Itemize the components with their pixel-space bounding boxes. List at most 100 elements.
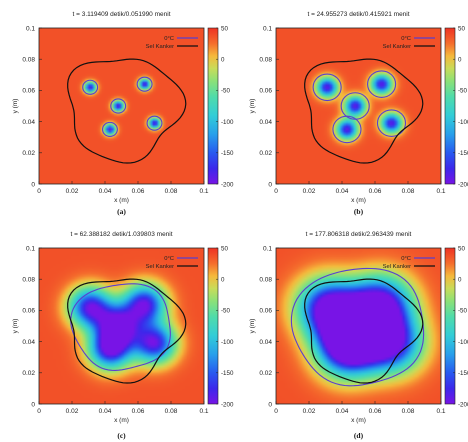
y-axis-label: y (m) [12,319,19,334]
y-tick-label: 0.06 [259,308,272,315]
colorbar-tick-label: 50 [221,25,228,32]
panel-b: 0 0.02 0.04 0.06 0.08 0.1 0 0.02 0.04 0.06 0.08 0.1… [249,11,468,216]
zero-contour [70,283,171,371]
zero-contour [110,98,127,114]
y-tick-label: 0.04 [259,339,272,346]
x-tick-label: 0.1 [436,408,445,415]
x-tick-label: 0.08 [165,408,178,415]
colorbar-tick-label: -200 [458,181,468,188]
colorbar-tick-label: -150 [221,150,234,157]
plot-title: t = 3.119409 detik/0.051990 menit [73,11,171,18]
zero-contour [82,79,99,95]
y-tick-label: 0.08 [259,57,272,64]
x-tick-label: 0.02 [303,408,316,415]
plot-frame [38,27,205,185]
plot-frame [275,247,442,405]
zero-contour [290,267,425,387]
plot-title: t = 62.388182 detik/1.039803 menit [70,231,172,238]
y-tick-label: 0.1 [26,245,35,252]
y-axis-label: y (m) [249,319,256,334]
panel-caption: (a) [117,207,126,216]
x-tick-label: 0.08 [165,188,178,195]
zero-contour [376,109,407,137]
x-tick-label: 0.1 [199,188,208,195]
colorbar-tick-label: 50 [458,25,465,32]
x-tick-label: 0.06 [132,408,145,415]
zero-contour [146,115,163,131]
cancer-cell-boundary [67,278,187,384]
y-tick-label: 0 [268,401,272,408]
zero-contour [101,121,118,137]
x-tick-label: 0 [37,188,41,195]
y-tick-label: 0 [31,181,35,188]
y-tick-label: 0.1 [263,25,272,32]
panel-d: 0 0.02 0.04 0.06 0.08 0.1 0 0.02 0.04 0.06 0.08 0.1… [249,231,468,440]
heatmap [39,248,204,404]
x-tick-label: 0.06 [132,188,145,195]
y-tick-label: 0.1 [263,245,272,252]
legend-label: Sel Kanker [146,264,174,270]
panel-caption: (b) [354,207,364,216]
y-tick-label: 0.02 [259,370,272,377]
y-tick-label: 0.04 [22,119,35,126]
colorbar-tick-label: -200 [458,401,468,408]
colorbar [444,247,456,405]
legend-label: 0°C [401,256,411,262]
y-axis-label: y (m) [12,99,19,114]
x-tick-label: 0.08 [402,408,415,415]
panel-c: 0 0.02 0.04 0.06 0.08 0.1 0 0.02 0.04 0.06 0.08 0.1… [12,231,234,440]
y-tick-label: 0.08 [22,277,35,284]
x-tick-label: 0.1 [199,408,208,415]
x-tick-label: 0.02 [66,408,79,415]
y-tick-label: 0.1 [26,25,35,32]
x-tick-label: 0.04 [336,408,349,415]
y-tick-label: 0.06 [22,88,35,95]
zero-contour [136,76,153,92]
x-tick-label: 0.1 [436,188,445,195]
zero-contour [367,70,397,98]
plot-frame [38,247,205,405]
colorbar-tick-label: -200 [221,401,234,408]
colorbar-tick-label: -150 [458,370,468,377]
x-tick-label: 0.06 [369,408,382,415]
y-tick-label: 0.06 [22,308,35,315]
x-axis-label: x (m) [114,417,129,424]
legend-label: Sel Kanker [383,264,411,270]
colorbar-tick-label: -200 [221,181,234,188]
colorbar-tick-label: -50 [458,88,468,95]
heatmap [276,28,441,184]
colorbar-tick-label: 0 [458,277,462,284]
legend-label: 0°C [164,36,174,42]
panel-a: 0 0.02 0.04 0.06 0.08 0.1 0 0.02 0.04 0.06 0.08 0.1… [12,11,234,216]
colorbar-tick-label: -100 [458,339,468,346]
y-tick-label: 0.04 [259,119,272,126]
x-tick-label: 0.08 [402,188,415,195]
plot-title: t = 177.806318 detik/2.963439 menit [306,231,412,238]
x-axis-label: x (m) [114,197,129,204]
colorbar-tick-label: -50 [458,308,468,315]
x-axis-label: x (m) [351,197,366,204]
colorbar-tick-label: -100 [458,119,468,126]
heatmap [39,28,204,184]
x-tick-label: 0.04 [336,188,349,195]
colorbar-tick-label: 0 [221,277,225,284]
y-tick-label: 0 [31,401,35,408]
cancer-cell-boundary [67,58,187,164]
legend-label: 0°C [164,256,174,262]
y-tick-label: 0.06 [259,88,272,95]
colorbar-tick-label: -50 [221,88,231,95]
heatmap [276,248,441,404]
y-tick-label: 0.04 [22,339,35,346]
plot-frame [275,27,442,185]
y-tick-label: 0.02 [22,150,35,157]
zero-contour [332,115,362,144]
colorbar-tick-label: -100 [221,339,234,346]
colorbar-tick-label: -150 [458,150,468,157]
y-tick-label: 0 [268,181,272,188]
x-tick-label: 0.04 [99,408,112,415]
x-tick-label: 0.06 [369,188,382,195]
legend-label: Sel Kanker [146,44,174,50]
plot-title: t = 24.955273 detik/0.415921 menit [307,11,409,18]
y-axis-label: y (m) [249,99,256,114]
